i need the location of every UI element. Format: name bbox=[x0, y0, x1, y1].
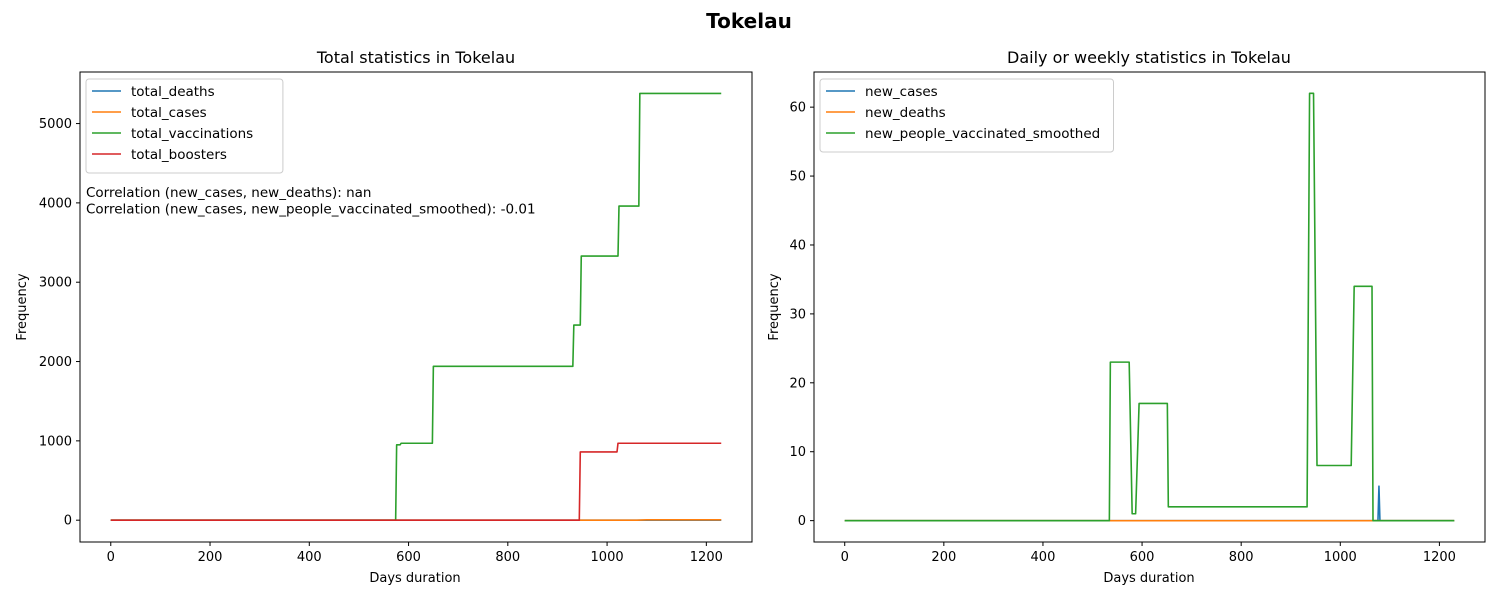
panel-title: Daily or weekly statistics in Tokelau bbox=[1007, 48, 1291, 67]
legend-label: new_cases bbox=[865, 84, 938, 100]
x-tick-label: 0 bbox=[841, 550, 849, 565]
legend: new_cases new_deaths new_people_vaccinated… bbox=[820, 79, 1114, 152]
y-tick-label: 0 bbox=[64, 514, 72, 529]
y-axis-label: Frequency bbox=[15, 273, 30, 340]
x-axis-label: Days duration bbox=[369, 571, 460, 586]
x-tick-label: 200 bbox=[931, 550, 956, 565]
figure-suptitle: Tokelau bbox=[706, 9, 792, 33]
legend-label: total_deaths bbox=[131, 84, 215, 100]
y-tick-label: 4000 bbox=[39, 196, 72, 211]
x-tick-label: 1000 bbox=[1324, 550, 1357, 565]
x-axis-label: Days duration bbox=[1103, 571, 1194, 586]
y-tick-label: 10 bbox=[789, 445, 806, 460]
x-tick-label: 400 bbox=[297, 550, 322, 565]
x-tick-label: 1200 bbox=[690, 550, 723, 565]
x-tick-label: 800 bbox=[1229, 550, 1254, 565]
panel-title: Total statistics in Tokelau bbox=[316, 48, 515, 67]
correlation-annotation: Correlation (new_cases, new_people_vacci… bbox=[86, 202, 536, 218]
legend-label: total_cases bbox=[131, 105, 207, 121]
y-tick-label: 0 bbox=[798, 514, 806, 529]
y-tick-label: 50 bbox=[789, 170, 806, 185]
y-tick-label: 20 bbox=[789, 376, 806, 391]
y-axis-label: Frequency bbox=[767, 273, 782, 340]
legend-label: total_boosters bbox=[131, 147, 227, 163]
y-tick-label: 40 bbox=[789, 238, 806, 253]
y-tick-label: 1000 bbox=[39, 434, 72, 449]
legend-label: new_people_vaccinated_smoothed bbox=[865, 126, 1100, 142]
x-tick-label: 400 bbox=[1031, 550, 1056, 565]
x-tick-label: 800 bbox=[495, 550, 520, 565]
x-tick-label: 600 bbox=[396, 550, 421, 565]
legend: total_deaths total_cases total_vaccination… bbox=[86, 79, 283, 173]
y-tick-label: 60 bbox=[789, 101, 806, 116]
y-tick-label: 30 bbox=[789, 307, 806, 322]
legend-label: total_vaccinations bbox=[131, 126, 253, 142]
x-tick-label: 600 bbox=[1130, 550, 1155, 565]
x-tick-label: 200 bbox=[198, 550, 223, 565]
legend-label: new_deaths bbox=[865, 105, 946, 121]
x-tick-label: 0 bbox=[107, 550, 115, 565]
x-tick-label: 1000 bbox=[591, 550, 624, 565]
correlation-annotation: Correlation (new_cases, new_deaths): nan bbox=[86, 185, 371, 201]
y-tick-label: 5000 bbox=[39, 117, 72, 132]
y-tick-label: 3000 bbox=[39, 276, 72, 291]
x-tick-label: 1200 bbox=[1423, 550, 1456, 565]
y-tick-label: 2000 bbox=[39, 355, 72, 370]
